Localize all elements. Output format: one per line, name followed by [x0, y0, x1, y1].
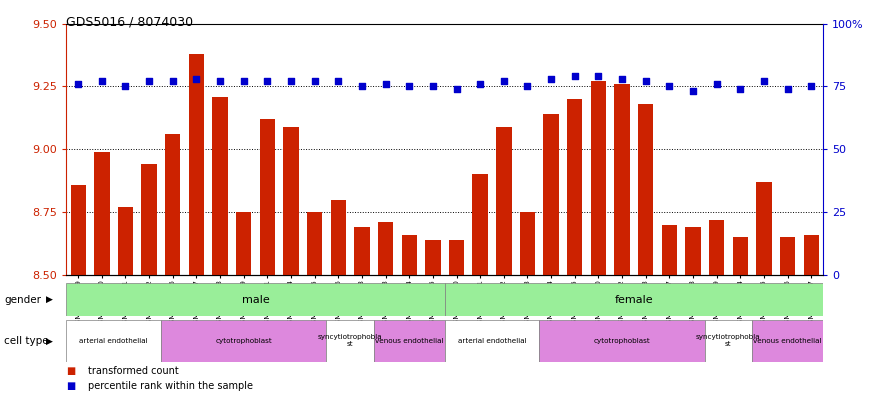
Bar — [685, 227, 701, 275]
Bar — [189, 54, 204, 275]
Point — [284, 78, 298, 84]
Text: venous endothelial: venous endothelial — [375, 338, 443, 344]
Text: gender: gender — [4, 295, 42, 305]
Bar — [444, 320, 539, 362]
Bar — [354, 227, 370, 275]
Bar — [752, 320, 823, 362]
Text: arterial endothelial: arterial endothelial — [80, 338, 148, 344]
Point — [781, 86, 795, 92]
Text: percentile rank within the sample: percentile rank within the sample — [88, 381, 253, 391]
Text: GDS5016 / 8074030: GDS5016 / 8074030 — [66, 16, 194, 29]
Text: ▶: ▶ — [46, 295, 53, 304]
Point — [591, 73, 605, 79]
Bar — [378, 222, 393, 275]
Point — [615, 76, 629, 82]
Bar — [236, 212, 251, 275]
Bar — [519, 212, 535, 275]
Text: cytotrophoblast: cytotrophoblast — [594, 338, 650, 344]
Bar — [614, 84, 630, 275]
Bar — [161, 320, 327, 362]
Text: ■: ■ — [66, 381, 75, 391]
Point — [189, 76, 204, 82]
Bar — [142, 164, 157, 275]
Text: transformed count: transformed count — [88, 366, 180, 376]
Point — [379, 81, 393, 87]
Point — [119, 83, 133, 90]
Bar — [444, 283, 823, 316]
Point — [567, 73, 581, 79]
Point — [662, 83, 676, 90]
Bar — [757, 182, 772, 275]
Text: female: female — [614, 295, 653, 305]
Bar — [165, 134, 181, 275]
Bar — [449, 240, 465, 275]
Point — [686, 88, 700, 95]
Point — [95, 78, 109, 84]
Point — [142, 78, 157, 84]
Point — [733, 86, 747, 92]
Bar — [327, 320, 373, 362]
Bar — [331, 200, 346, 275]
Point — [71, 81, 85, 87]
Point — [402, 83, 416, 90]
Bar — [259, 119, 275, 275]
Point — [426, 83, 440, 90]
Bar — [704, 320, 752, 362]
Point — [639, 78, 653, 84]
Bar — [71, 185, 86, 275]
Point — [308, 78, 322, 84]
Text: venous endothelial: venous endothelial — [753, 338, 822, 344]
Text: cytotrophoblast: cytotrophoblast — [215, 338, 272, 344]
Bar — [709, 220, 724, 275]
Bar — [590, 81, 606, 275]
Point — [496, 78, 511, 84]
Bar — [307, 212, 322, 275]
Text: male: male — [242, 295, 269, 305]
Bar — [662, 225, 677, 275]
Point — [165, 78, 180, 84]
Bar — [118, 207, 133, 275]
Point — [213, 78, 227, 84]
Bar — [733, 237, 748, 275]
Text: cell type: cell type — [4, 336, 49, 346]
Bar — [567, 99, 582, 275]
Bar — [402, 235, 417, 275]
Point — [450, 86, 464, 92]
Point — [236, 78, 250, 84]
Bar — [425, 240, 441, 275]
Text: ■: ■ — [66, 366, 75, 376]
Bar — [804, 235, 819, 275]
Bar — [66, 320, 161, 362]
Text: syncytiotrophobla
st: syncytiotrophobla st — [318, 334, 382, 347]
Bar — [473, 174, 488, 275]
Bar — [373, 320, 444, 362]
Bar — [543, 114, 558, 275]
Point — [710, 81, 724, 87]
Text: ▶: ▶ — [46, 336, 53, 345]
Bar — [539, 320, 704, 362]
Bar — [638, 104, 653, 275]
Point — [355, 83, 369, 90]
Text: arterial endothelial: arterial endothelial — [458, 338, 527, 344]
Bar — [283, 127, 299, 275]
Bar — [66, 283, 444, 316]
Point — [757, 78, 771, 84]
Bar — [780, 237, 796, 275]
Point — [544, 76, 558, 82]
Point — [804, 83, 819, 90]
Point — [473, 81, 488, 87]
Point — [260, 78, 274, 84]
Text: syncytiotrophobla
st: syncytiotrophobla st — [696, 334, 761, 347]
Point — [520, 83, 535, 90]
Bar — [212, 97, 227, 275]
Bar — [496, 127, 512, 275]
Bar — [94, 152, 110, 275]
Point — [331, 78, 345, 84]
